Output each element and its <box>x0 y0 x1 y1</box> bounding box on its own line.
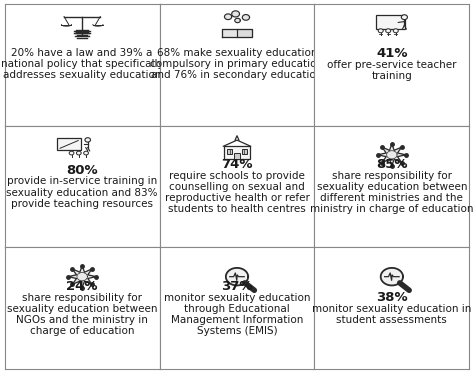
Bar <box>227 149 232 154</box>
Polygon shape <box>225 14 232 20</box>
Text: students to health centres: students to health centres <box>168 204 306 214</box>
Text: monitor sexuality education: monitor sexuality education <box>164 293 310 303</box>
Text: 68% make sexuality education: 68% make sexuality education <box>157 48 317 58</box>
Bar <box>57 138 81 150</box>
Text: training: training <box>372 71 412 81</box>
Text: Systems (EMIS): Systems (EMIS) <box>197 326 277 336</box>
Text: and 76% in secondary education: and 76% in secondary education <box>151 70 323 80</box>
Text: Management Information: Management Information <box>171 315 303 325</box>
Text: offer pre-service teacher: offer pre-service teacher <box>327 60 456 70</box>
Text: provide teaching resources: provide teaching resources <box>11 199 153 209</box>
Text: monitor sexuality education in: monitor sexuality education in <box>312 304 472 314</box>
Polygon shape <box>235 18 240 23</box>
Text: through Educational: through Educational <box>184 304 290 314</box>
Text: 38%: 38% <box>376 291 408 304</box>
Polygon shape <box>232 11 239 17</box>
Circle shape <box>84 151 89 155</box>
Text: 80%: 80% <box>66 163 98 176</box>
Circle shape <box>393 29 398 33</box>
Text: 41%: 41% <box>376 47 408 60</box>
Polygon shape <box>226 268 248 285</box>
Bar <box>376 15 405 29</box>
Bar <box>225 146 249 159</box>
Text: share responsibility for: share responsibility for <box>332 171 452 181</box>
Text: share responsibility for: share responsibility for <box>22 293 142 303</box>
Polygon shape <box>381 268 403 285</box>
Bar <box>242 149 247 154</box>
Text: reproductive health or refer: reproductive health or refer <box>164 193 310 203</box>
Circle shape <box>401 15 408 20</box>
Circle shape <box>85 138 91 142</box>
Text: require schools to provide: require schools to provide <box>169 171 305 181</box>
Text: 85%: 85% <box>376 158 408 171</box>
Text: different ministries and the: different ministries and the <box>320 193 463 203</box>
Circle shape <box>76 151 81 155</box>
Polygon shape <box>242 15 249 20</box>
Polygon shape <box>68 266 96 288</box>
Text: 24%: 24% <box>66 280 98 293</box>
Text: 74%: 74% <box>221 158 253 171</box>
Text: sexuality education and 83%: sexuality education and 83% <box>7 188 158 198</box>
Text: sexuality education between: sexuality education between <box>7 304 157 314</box>
Text: 37%: 37% <box>221 280 253 293</box>
Text: compulsory in primary education: compulsory in primary education <box>150 59 324 69</box>
Text: addresses sexuality education: addresses sexuality education <box>3 70 162 80</box>
Text: student assessments: student assessments <box>337 315 447 325</box>
Text: 20% have a law and 39% a: 20% have a law and 39% a <box>11 48 153 58</box>
Circle shape <box>386 29 391 33</box>
Text: counselling on sexual and: counselling on sexual and <box>169 182 305 192</box>
Text: ministry in charge of education: ministry in charge of education <box>310 204 474 214</box>
Text: NGOs and the ministry in: NGOs and the ministry in <box>16 315 148 325</box>
Text: national policy that specifically: national policy that specifically <box>1 59 164 69</box>
Text: sexuality education between: sexuality education between <box>317 182 467 192</box>
Text: provide in-service training in: provide in-service training in <box>7 176 157 186</box>
Circle shape <box>378 29 383 33</box>
Bar <box>234 153 240 159</box>
Circle shape <box>69 151 74 155</box>
Text: charge of education: charge of education <box>30 326 135 336</box>
Polygon shape <box>378 144 406 166</box>
